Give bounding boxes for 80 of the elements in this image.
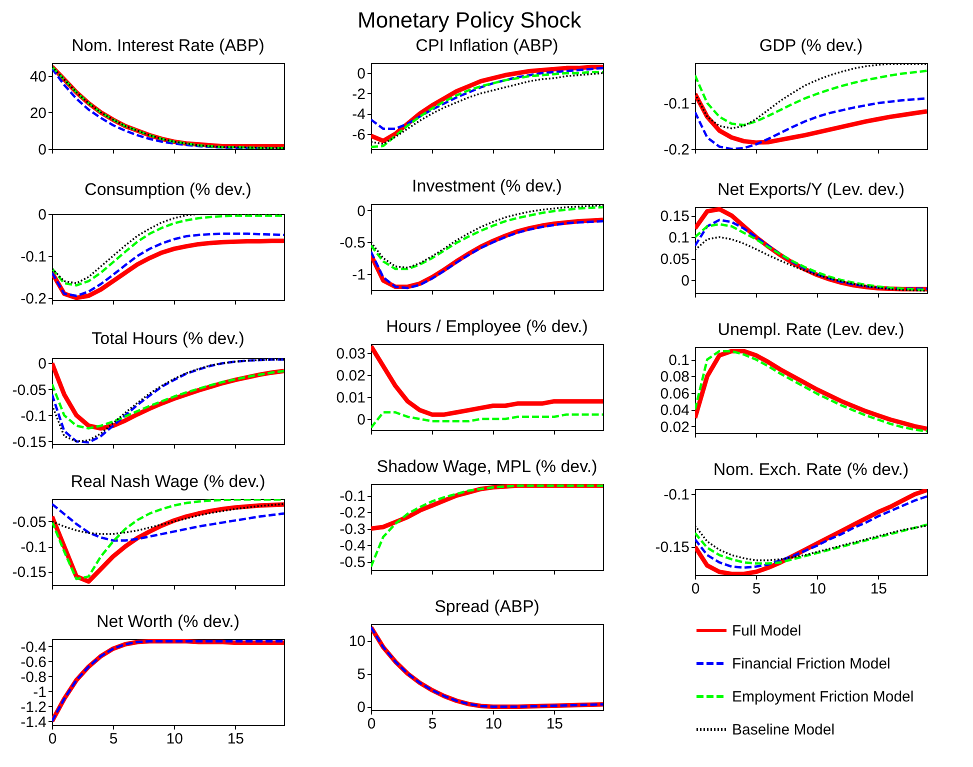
y-tick-label: -0.1 [664,96,690,113]
y-tick-label: -0.1 [20,408,46,425]
y-tick-label: 0.02 [660,418,690,436]
y-tick-label: -0.15 [12,564,46,581]
y-tick-label: -0.15 [12,434,46,451]
chart-title: Nom. Exch. Rate (% dev.) [713,460,909,480]
y-tick-label: -1 [33,684,46,701]
legend-label: Full Model [732,622,802,640]
text: Monetary Policy Shock [358,8,582,32]
x-tick-label: 15 [546,716,563,732]
x-tick-label: 10 [809,580,826,598]
y-tick-label: -0.4 [20,638,46,656]
y-tick-label: -0.15 [655,539,690,556]
x-tick-label: 5 [752,580,761,598]
y-tick-label: 0 [38,142,46,158]
legend-label: Baseline Model [732,722,835,738]
y-tick-label: -0.8 [20,668,46,686]
y-tick-label: 0 [357,66,366,83]
x-tick-label: 10 [166,730,183,748]
y-tick-label: -0.1 [664,486,690,504]
y-tick-label: 0.01 [336,389,366,406]
chart-title: Investment (% dev.) [412,176,562,196]
y-tick-label: -0.5 [340,234,366,252]
y-tick-label: -0.1 [20,539,46,556]
y-tick-label: 0.06 [660,385,690,402]
x-tick-label: 10 [485,716,502,732]
y-tick-label: -0.1 [20,248,46,266]
y-tick-label: -1.2 [20,698,46,716]
y-tick-label: 0.04 [660,402,690,420]
chart-title: Shadow Wage, MPL (% dev.) [376,457,598,476]
chart-title: Real Nash Wage (% dev.) [70,472,266,491]
y-tick-label: -1 [352,266,366,284]
y-tick-label: 0 [357,699,366,716]
y-tick-label: -0.5 [340,554,366,572]
y-tick-label: 0.15 [660,208,690,226]
legend-label: Employment Friction Model [732,688,914,706]
x-tick-label: 15 [227,730,244,748]
chart-title: Consumption (% dev.) [84,180,252,199]
y-tick-label: -1.4 [20,714,46,731]
y-tick-label: 0.08 [660,368,690,386]
y-tick-label: 0.02 [336,367,366,384]
chart-title: GDP (% dev.) [759,36,863,55]
y-tick-label: 20 [30,104,46,122]
y-tick-label: 0 [38,356,46,373]
chart-title: Net Exports/Y (Lev. dev.) [717,180,905,199]
y-tick-label: 0 [357,411,366,428]
y-tick-label: -0.1 [340,488,366,506]
chart-title: Total Hours (% dev.) [92,329,244,348]
y-tick-label: -0.4 [340,538,366,555]
y-tick-label: -6 [352,126,366,144]
y-tick-label: 0.03 [336,345,366,362]
legend-label: Financial Friction Model [732,656,890,672]
chart-title: Net Worth (% dev.) [96,612,240,631]
y-tick-label: -0.2 [340,504,366,522]
y-tick-label: 0 [38,206,46,224]
y-tick-label: 0.05 [660,251,690,268]
x-tick-label: 15 [870,580,887,598]
y-tick-label: 10 [348,633,366,650]
x-tick-label: 5 [428,716,437,732]
chart-title: Spread (ABP) [434,597,540,616]
y-tick-label: -0.6 [20,654,46,671]
y-tick-label: 0 [681,272,690,290]
x-tick-label: 5 [109,730,118,748]
y-tick-label: 5 [357,666,366,684]
y-tick-label: -2 [352,86,366,103]
y-tick-label: -4 [352,106,366,124]
y-tick-label: -0.05 [12,382,46,399]
y-tick-label: 0.1 [668,230,690,247]
chart-title: CPI Inflation (ABP) [416,36,558,55]
x-tick-label: 0 [691,580,700,598]
y-tick-label: -0.2 [664,142,690,158]
chart-title: Nom. Interest Rate (ABP) [72,36,264,55]
chart-title: Hours / Employee (% dev.) [386,317,588,336]
y-tick-label: -0.2 [20,290,46,308]
y-tick-label: -0.3 [340,521,366,538]
y-tick-label: 0.1 [668,352,690,370]
y-tick-label: -0.05 [12,514,46,531]
chart-title: Unempl. Rate (Lev. dev.) [718,320,904,339]
y-tick-label: 40 [30,68,46,86]
y-tick-label: 0 [357,202,366,220]
